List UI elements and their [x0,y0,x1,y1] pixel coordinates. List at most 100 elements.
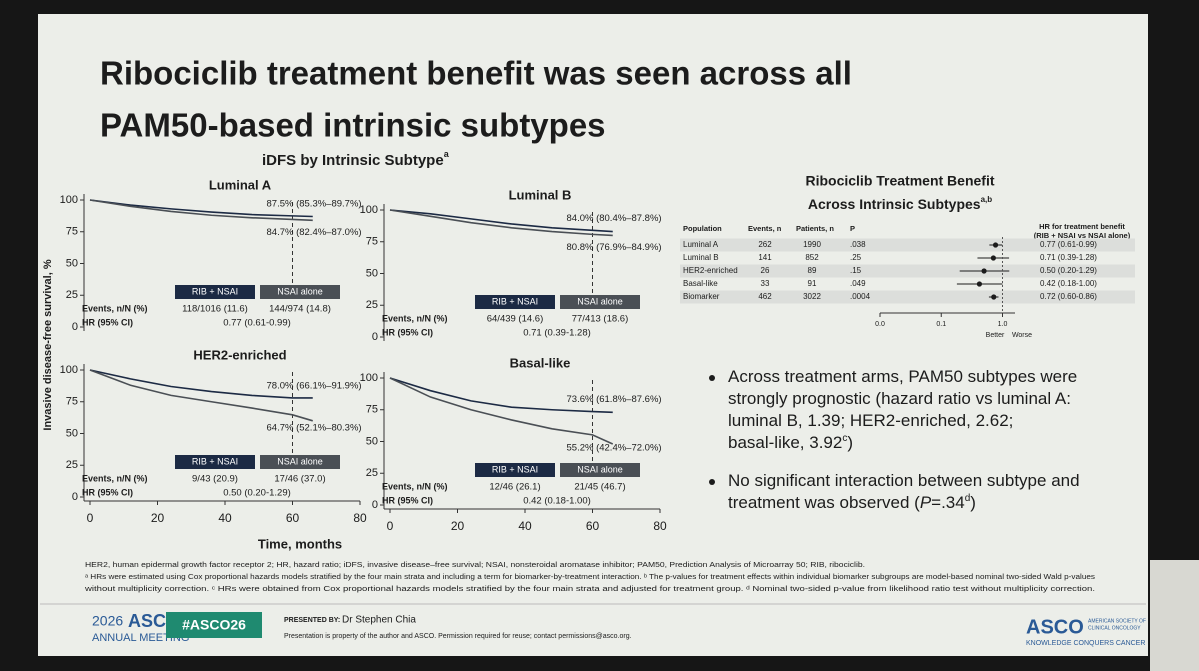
column-header: P [850,224,855,233]
survival-curve [389,209,613,237]
table-cell: 12/46 (26.1) [489,482,540,493]
direction-label: Better [986,332,1005,339]
y-tick-label: 75 [366,404,378,416]
survival-curve [89,369,313,399]
slide [38,14,1148,656]
survival-curve [89,199,313,218]
p-value: .15 [850,266,862,275]
events: 141 [758,253,772,262]
y-tick-label: 100 [60,194,78,206]
table-header-label: NSAI alone [277,456,323,466]
hr-point [981,268,987,274]
table-cell: 0.71 (0.39-1.28) [523,328,591,339]
y-tick-label: 100 [360,204,378,216]
title-sup: a,b [981,195,993,204]
x-tick-label: 1.0 [998,321,1008,328]
row-band [680,290,1135,304]
side-screen [1150,560,1199,671]
bullet-line: luminal B, 1.39; HER2-enriched, 2.62; [728,411,1013,430]
x-tick-label: 80 [353,511,367,525]
table-header-label: RIB + NSAI [492,296,538,306]
logo-society: CLINICAL ONCOLOGY [1088,625,1141,631]
presented-by: PRESENTED BY: [284,617,340,624]
annotation: 64.7% (52.1%–80.3%) [267,422,362,433]
patients: 852 [805,253,819,262]
heading-sup: a [444,149,450,159]
annotation: 84.0% (80.4%–87.8%) [567,213,662,224]
population: HER2-enriched [683,266,738,275]
table-row-label: Events, n/N (%) [382,481,448,491]
table-header [260,285,340,299]
x-tick-label: 40 [518,519,532,533]
table-row-label: HR (95% CI) [382,327,433,337]
row-band [680,238,1135,252]
y-tick-label: 25 [366,299,378,311]
table-cell: 64/439 (14.6) [487,314,544,325]
table-cell: 0.50 (0.20-1.29) [223,488,291,499]
bullet-sup: d [965,493,971,504]
table-row-label: HR (95% CI) [382,495,433,505]
forest-title: Ribociclib Treatment Benefit [805,173,994,189]
x-tick-label: 20 [151,511,165,525]
y-tick-label: 75 [66,226,78,238]
hr-header: (RIB + NSAI vs NSAI alone) [1034,231,1131,240]
table-header [560,463,640,477]
population: Basal-like [683,279,718,288]
hr-label: 0.77 (0.61-0.99) [1040,240,1097,249]
footnotes: HER2, human epidermal growth factor rece… [84,562,1096,593]
column-header: Patients, n [796,224,834,233]
table-cell: 0.77 (0.61-0.99) [223,318,291,329]
hashtag: #ASCO26 [182,617,246,633]
p-value: .038 [850,240,866,249]
bullet-sup: c [842,433,847,444]
patients: 91 [808,279,817,288]
y-tick-label: 50 [66,427,78,439]
p-value: .25 [850,253,862,262]
hr-point [992,242,999,248]
population: Luminal A [683,240,719,249]
survival-curve [389,377,613,414]
footnote: without multiplicity correction. ᶜ HRs w… [84,586,1095,593]
tagline: KNOWLEDGE CONQUERS CANCER [1026,640,1145,647]
x-tick-label: 0.1 [936,321,946,328]
bullet-text: =.34 [931,493,965,512]
events: 262 [758,240,772,249]
bullet-text: ) [847,433,853,452]
table-cell: 118/1016 (11.6) [182,304,248,315]
hr-point [990,255,996,261]
slide-title: Ribociclib treatment benefit was seen ac… [100,55,852,92]
survival-curve [389,377,614,445]
events: 33 [761,279,770,288]
survival-curve [89,199,313,222]
y-tick-label: 100 [60,364,78,376]
annotation: 84.7% (82.4%–87.0%) [267,227,362,238]
x-tick-label: 0 [87,511,94,525]
x-tick-label: 40 [218,511,232,525]
y-tick-label: 0 [372,499,378,511]
table-cell: 77/413 (18.6) [572,314,629,325]
hr-point [991,294,997,300]
table-row-label: HR (95% CI) [82,317,133,327]
hr-label: 0.50 (0.20-1.29) [1040,266,1097,275]
km-heading: iDFS by Intrinsic Subtypea [262,149,450,169]
table-header-label: RIB + NSAI [192,286,238,296]
bullet-text: strongly prognostic (hazard ratio vs lum… [728,389,1071,408]
x-tick-label: 0 [387,519,394,533]
annotation: 78.0% (66.1%–91.9%) [267,380,362,391]
bullet-dot [709,479,715,485]
patients: 1990 [803,240,821,249]
table-cell: 17/46 (37.0) [274,474,325,485]
y-tick-label: 0 [72,491,78,503]
survival-curve [89,369,313,422]
bullet-text: Across treatment arms, PAM50 subtypes we… [728,367,1077,386]
bullet-line: strongly prognostic (hazard ratio vs lum… [728,389,1071,408]
table-header [175,455,255,469]
bullet-text: treatment was observed ( [728,493,920,512]
bullet-line: treatment was observed (P=.34d) [728,493,976,513]
bullet-line: No significant interaction between subty… [728,471,1080,490]
table-header [560,295,640,309]
y-tick-label: 50 [66,257,78,269]
hr-label: 0.42 (0.18-1.00) [1040,279,1097,288]
